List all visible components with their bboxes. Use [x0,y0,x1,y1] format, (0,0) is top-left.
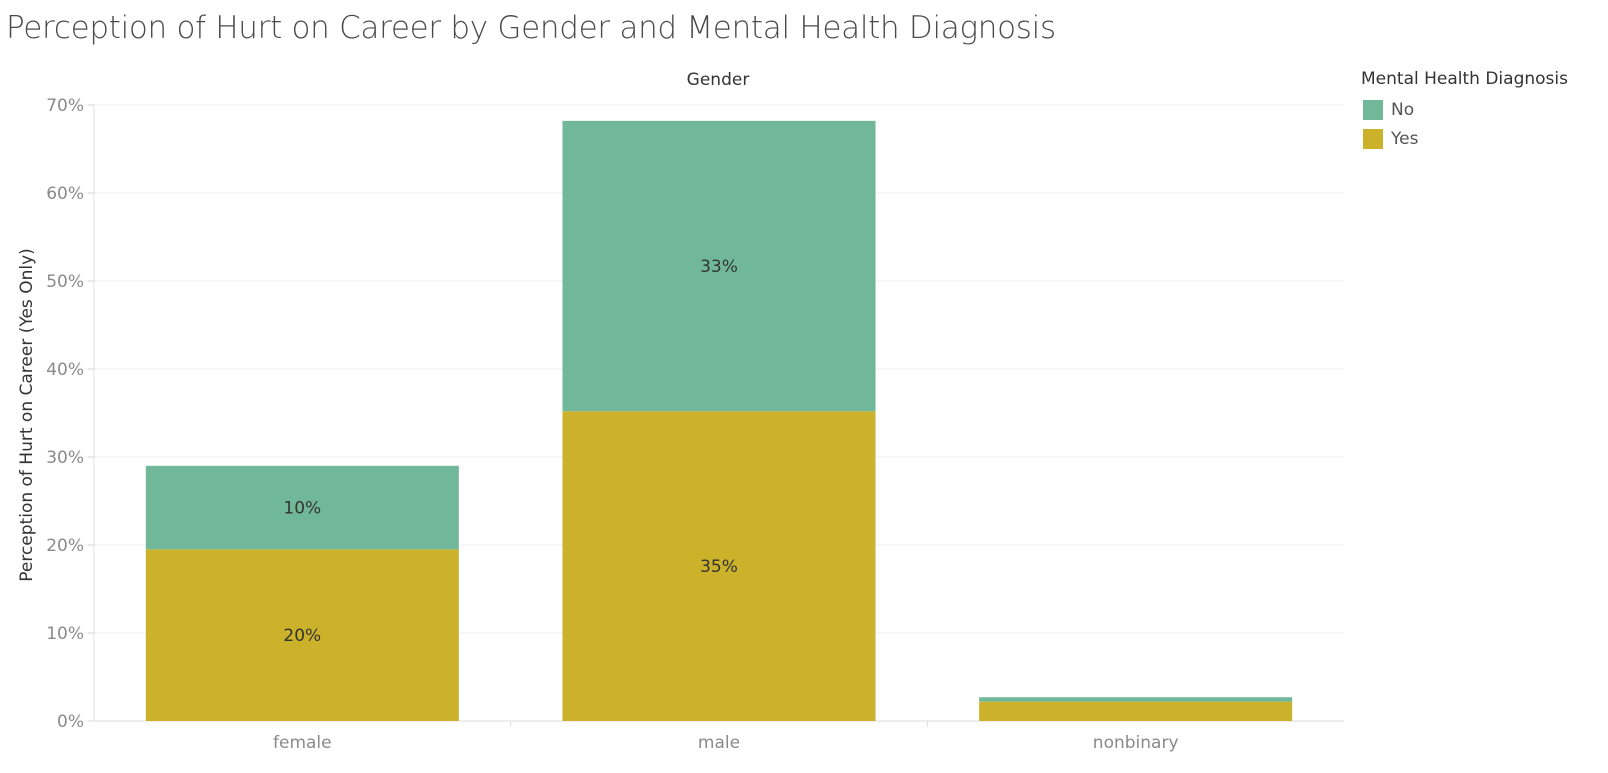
chart-title: Perception of Hurt on Career by Gender a… [6,10,1056,46]
x-tick-label: nonbinary [1093,733,1179,753]
legend-label-no: No [1391,99,1415,120]
column-header: Gender [687,70,750,90]
y-tick-label: 30% [46,448,84,468]
legend-swatch-no [1363,99,1383,120]
data-label: 33% [700,257,738,277]
y-tick-label: 60% [46,184,84,204]
x-tick-label: female [273,733,332,753]
y-tick-label: 20% [46,536,84,556]
bar-no-male [562,120,876,412]
y-tick-label: 0% [57,712,84,732]
x-tick-label: male [698,733,740,753]
y-tick-label: 10% [46,624,84,644]
legend: Mental Health Diagnosis No Yes [1361,69,1568,153]
data-label: 20% [283,626,321,646]
legend-label-yes: Yes [1391,128,1419,149]
y-tick-label: 70% [46,96,84,116]
bar-yes-nonbinary [979,701,1293,721]
bar-no-female [145,465,459,550]
bar-yes-male [562,411,876,721]
legend-swatch-yes [1363,128,1383,149]
y-tick-label: 40% [46,360,84,380]
data-label: 35% [700,557,738,577]
y-axis-title: Perception of Hurt on Career (Yes Only) [17,248,37,582]
legend-item-yes[interactable]: Yes [1361,124,1568,153]
data-label: 10% [283,499,321,519]
bar-no-nonbinary [979,697,1293,702]
y-tick-label: 50% [46,272,84,292]
bar-yes-female [145,549,459,721]
legend-item-no[interactable]: No [1361,95,1568,124]
legend-title: Mental Health Diagnosis [1361,69,1568,89]
